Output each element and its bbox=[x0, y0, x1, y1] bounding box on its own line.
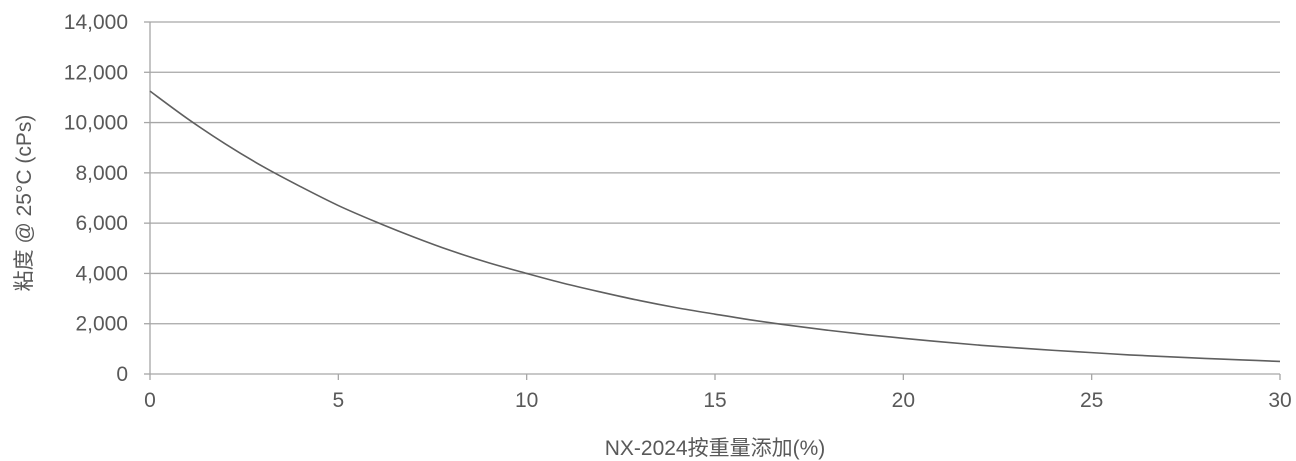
y-tick-labels: 0 2,000 4,000 6,000 8,000 10,000 12,000 14,000 bbox=[64, 11, 128, 386]
x-tick-label: 10 bbox=[515, 389, 538, 412]
x-axis-title: NX-2024按重量添加(%) bbox=[605, 437, 826, 460]
x-tick-label: 15 bbox=[703, 389, 726, 412]
y-tick-label: 10,000 bbox=[64, 112, 128, 135]
y-tick-label: 0 bbox=[116, 363, 128, 386]
series-layer bbox=[149, 90, 1281, 363]
y-tick-label: 6,000 bbox=[75, 212, 128, 235]
y-axis-title: 粘度 @ 25°C (cPs) bbox=[13, 115, 36, 292]
series-line-0 bbox=[149, 90, 1281, 363]
axes bbox=[144, 21, 1281, 380]
x-tick-label: 30 bbox=[1268, 389, 1291, 412]
y-tick-label: 2,000 bbox=[75, 313, 128, 336]
y-tick-label: 4,000 bbox=[75, 262, 128, 285]
x-tick-label: 0 bbox=[144, 389, 156, 412]
y-tick-label: 8,000 bbox=[75, 162, 128, 185]
x-tick-label: 20 bbox=[892, 389, 915, 412]
gridlines bbox=[150, 21, 1280, 325]
y-tick-label: 12,000 bbox=[64, 61, 128, 84]
y-tick-label: 14,000 bbox=[64, 11, 128, 34]
x-tick-label: 25 bbox=[1080, 389, 1103, 412]
x-tick-label: 5 bbox=[332, 389, 344, 412]
x-tick-labels: 0 5 10 15 20 25 30 bbox=[144, 389, 1292, 412]
